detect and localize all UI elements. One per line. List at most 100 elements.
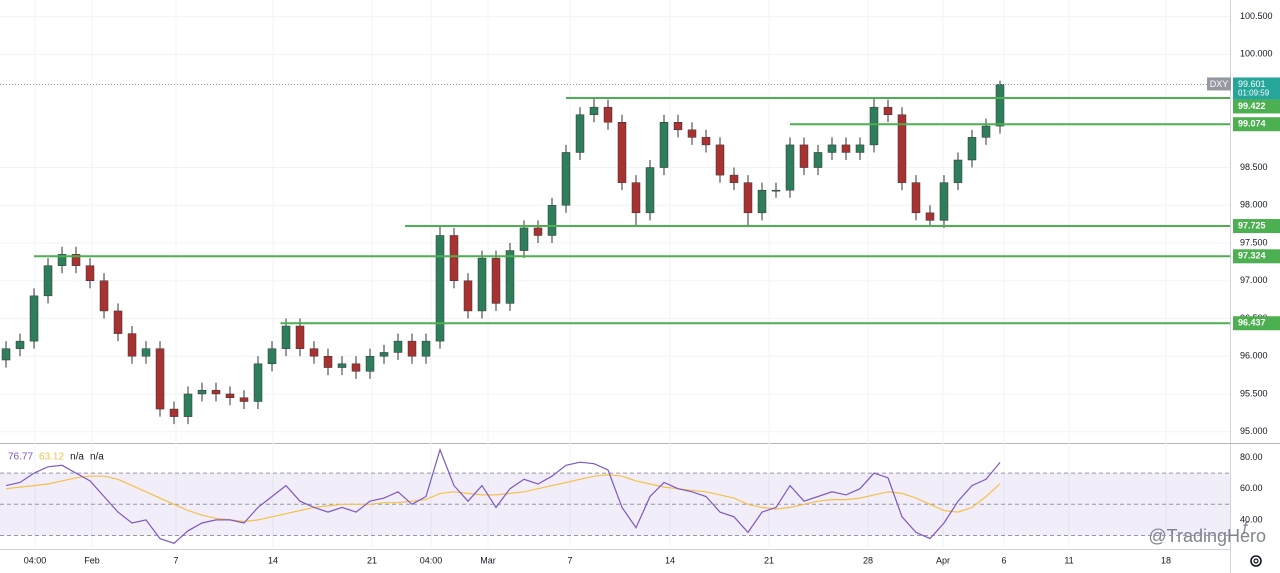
- x-tick-label: 11: [1064, 555, 1073, 565]
- candle-body: [323, 355, 333, 368]
- level-label: 99.074: [1238, 119, 1266, 129]
- x-tick-label: 14: [665, 555, 675, 565]
- candle-body: [99, 280, 109, 312]
- rsi-legend-na: n/a: [90, 452, 104, 463]
- candle-body: [547, 205, 557, 236]
- level-label: 96.437: [1238, 318, 1266, 328]
- rsi-line: [5, 447, 1001, 544]
- x-tick-label: 18: [1161, 555, 1171, 565]
- watermark-logo: 𝑓: [1242, 518, 1249, 538]
- candle-body: [477, 257, 487, 312]
- candle-body: [561, 152, 571, 206]
- last-price-box: [1233, 77, 1280, 100]
- candle-body: [757, 189, 767, 214]
- candle-body: [57, 254, 67, 266]
- x-tick-label: Apr: [936, 555, 950, 565]
- candle-body: [603, 106, 613, 123]
- x-tick-label: 6: [1002, 555, 1007, 565]
- candle-body: [407, 340, 417, 357]
- candle-body: [785, 144, 795, 191]
- candle-body: [645, 167, 655, 214]
- candle-body: [351, 363, 361, 372]
- x-tick-label: 7: [568, 555, 573, 565]
- candle-body: [29, 295, 39, 342]
- candle-body: [71, 254, 81, 266]
- rsi-legend-value: 76.77: [8, 452, 33, 463]
- candle-body: [1, 348, 11, 361]
- candle-body: [701, 137, 711, 146]
- candle-body: [239, 397, 249, 402]
- candle-body: [15, 340, 25, 349]
- last-price-label: 99.601: [1238, 79, 1266, 89]
- candle-body: [295, 325, 305, 349]
- rsi-tick-label: 40.00: [1240, 514, 1263, 524]
- candle-body: [911, 182, 921, 214]
- candle-body: [687, 129, 697, 138]
- x-tick-label: 14: [268, 555, 278, 565]
- y-tick-label: 95.500: [1240, 388, 1268, 398]
- gear-ring: [1250, 555, 1262, 567]
- candle-body: [365, 355, 375, 372]
- candle-body: [981, 125, 991, 138]
- y-tick-label: 97.500: [1240, 237, 1268, 247]
- level-label: 97.725: [1238, 220, 1266, 230]
- candle-body: [309, 348, 319, 357]
- level-box: [1233, 99, 1280, 114]
- candle-body: [141, 348, 151, 357]
- rsi-legend-na: n/a: [70, 452, 84, 463]
- candle-body: [589, 106, 599, 115]
- candle-body: [505, 250, 515, 304]
- y-tick-label: 100.000: [1240, 49, 1273, 59]
- x-tick-label: Mar: [480, 555, 496, 565]
- candle-body: [43, 265, 53, 297]
- settings-icon[interactable]: [1250, 555, 1262, 567]
- candle-body: [659, 122, 669, 168]
- candle-body: [211, 389, 221, 395]
- level-label: 99.422: [1238, 101, 1266, 111]
- candle-body: [393, 340, 403, 353]
- candle-body: [183, 393, 193, 417]
- candle-body: [869, 106, 879, 146]
- candle-body: [435, 235, 445, 342]
- candle-body: [631, 182, 641, 214]
- candle-body: [281, 325, 291, 349]
- candle-body: [267, 348, 277, 365]
- candle-body: [799, 144, 809, 168]
- y-tick-label: 100.500: [1240, 11, 1273, 21]
- countdown-label: 01:09:59: [1238, 89, 1270, 98]
- rsi-tick-label: 80.00: [1240, 452, 1263, 462]
- candle-body: [575, 114, 585, 153]
- candle-body: [85, 265, 95, 282]
- candle-body: [771, 189, 781, 192]
- candle-body: [533, 227, 543, 236]
- y-tick-label: 95.000: [1240, 426, 1268, 436]
- candle-body: [925, 212, 935, 221]
- y-tick-label: 98.000: [1240, 200, 1268, 210]
- candle-body: [197, 389, 207, 395]
- gear-hub: [1253, 558, 1259, 564]
- level-box: [1233, 219, 1280, 234]
- candle-body: [939, 182, 949, 221]
- candle-body: [113, 310, 123, 334]
- candle-body: [127, 333, 137, 357]
- candle-body: [449, 235, 459, 282]
- candle-body: [491, 257, 501, 304]
- candle-body: [253, 363, 263, 402]
- candle-body: [883, 106, 893, 115]
- level-box: [1233, 316, 1280, 331]
- level-label: 97.324: [1238, 251, 1266, 261]
- candle-body: [519, 227, 529, 251]
- x-tick-label: 21: [367, 555, 377, 565]
- candle-body: [421, 340, 431, 357]
- candle-body: [337, 363, 347, 368]
- rsi-tick-label: 60.00: [1240, 483, 1263, 493]
- candle-body: [743, 182, 753, 214]
- x-tick-label: 21: [764, 555, 774, 565]
- candle-body: [827, 144, 837, 153]
- x-tick-label: 04:00: [420, 555, 443, 565]
- candle-body: [673, 122, 683, 131]
- y-tick-label: 97.000: [1240, 275, 1268, 285]
